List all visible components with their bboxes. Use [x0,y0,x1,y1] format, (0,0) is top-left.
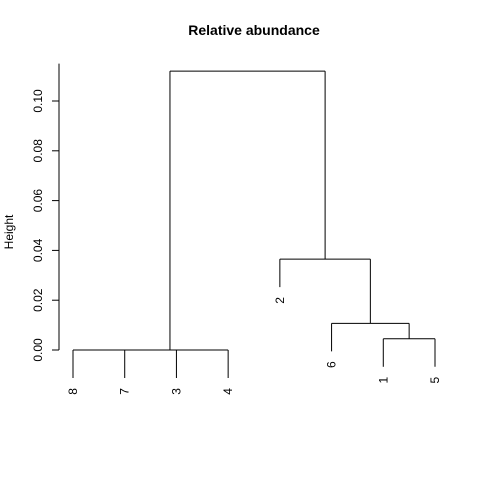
chart-title: Relative abundance [188,22,320,38]
leaf-labels: 8 7 3 4 2 6 1 5 [66,297,442,395]
y-axis-label: Height [2,214,16,249]
leaf-label: 7 [118,388,132,395]
dendrogram-tree [72,70,436,378]
y-tick-label: 0.04 [31,238,45,262]
y-tick-label: 0.00 [31,338,45,362]
leaf-label: 8 [66,388,80,395]
y-tick-label: 0.08 [31,139,45,163]
y-tick-label: 0.10 [31,89,45,113]
leaf-label: 6 [325,361,339,368]
leaf-label: 5 [428,376,442,383]
leaf-label: 2 [273,297,287,304]
leaf-label: 3 [169,388,183,395]
y-tick-label: 0.06 [31,189,45,213]
leaf-label: 1 [376,376,390,383]
leaf-label: 4 [221,388,235,395]
y-axis: 0.00 0.02 0.04 0.06 0.08 0.10 [31,63,60,362]
y-tick-label: 0.02 [31,288,45,312]
